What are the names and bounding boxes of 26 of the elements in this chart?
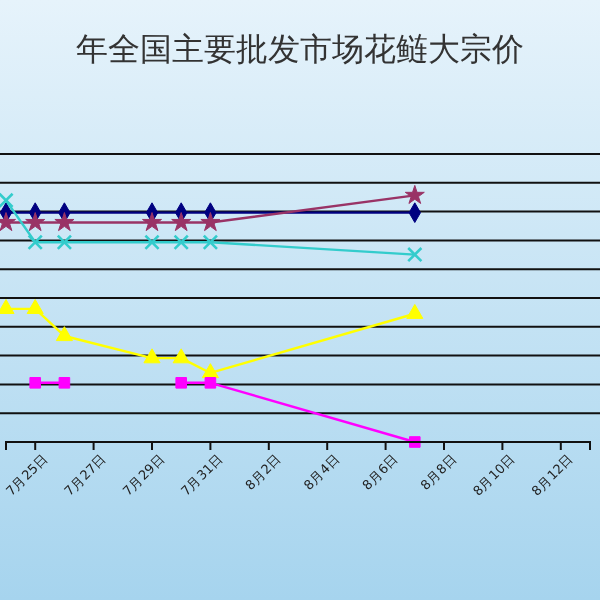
point bbox=[25, 212, 46, 232]
point bbox=[171, 212, 192, 232]
point bbox=[58, 377, 71, 389]
point bbox=[0, 192, 14, 209]
point bbox=[172, 348, 190, 364]
point bbox=[29, 377, 41, 389]
point bbox=[0, 299, 15, 314]
point bbox=[202, 234, 219, 251]
point bbox=[26, 299, 44, 314]
point bbox=[56, 234, 73, 251]
point bbox=[204, 377, 217, 389]
point bbox=[173, 234, 190, 251]
point bbox=[55, 326, 73, 342]
point bbox=[54, 212, 75, 232]
point bbox=[404, 184, 425, 204]
point bbox=[142, 212, 162, 232]
point bbox=[409, 436, 421, 448]
point bbox=[200, 212, 221, 232]
chart-title: 年全国主要批发市场花鲢大宗价 bbox=[76, 30, 524, 68]
point bbox=[201, 363, 219, 379]
point bbox=[143, 348, 161, 364]
point bbox=[406, 246, 423, 263]
point bbox=[144, 234, 160, 251]
point bbox=[175, 377, 187, 389]
point bbox=[27, 234, 44, 251]
point bbox=[406, 303, 424, 319]
